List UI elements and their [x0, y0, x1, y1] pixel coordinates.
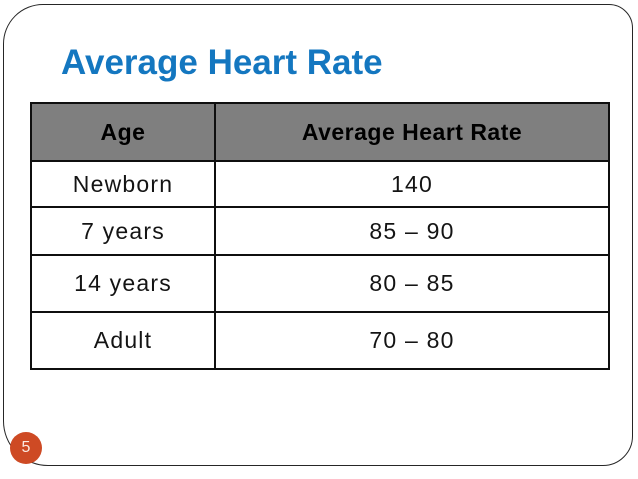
column-header-average-heart-rate: Average Heart Rate — [214, 102, 610, 162]
slide-border-frame — [3, 4, 633, 466]
slide-title: Average Heart Rate — [61, 43, 383, 82]
table-row: Adult 70 – 80 — [30, 311, 610, 370]
heart-rate-table: Age Average Heart Rate Newborn 140 7 yea… — [30, 102, 610, 370]
age-cell: Newborn — [30, 160, 216, 208]
age-cell: 7 years — [30, 206, 216, 256]
rate-cell: 80 – 85 — [214, 254, 610, 313]
table-row: 14 years 80 – 85 — [30, 254, 610, 313]
table-row: Newborn 140 — [30, 160, 610, 208]
age-cell: Adult — [30, 311, 216, 370]
age-cell: 14 years — [30, 254, 216, 313]
page-number-badge: 5 — [10, 432, 42, 464]
column-header-age: Age — [30, 102, 216, 162]
rate-cell: 140 — [214, 160, 610, 208]
table-row: 7 years 85 – 90 — [30, 206, 610, 256]
page-number: 5 — [21, 439, 31, 456]
rate-cell: 85 – 90 — [214, 206, 610, 256]
table-header-row: Age Average Heart Rate — [30, 102, 610, 162]
rate-cell: 70 – 80 — [214, 311, 610, 370]
